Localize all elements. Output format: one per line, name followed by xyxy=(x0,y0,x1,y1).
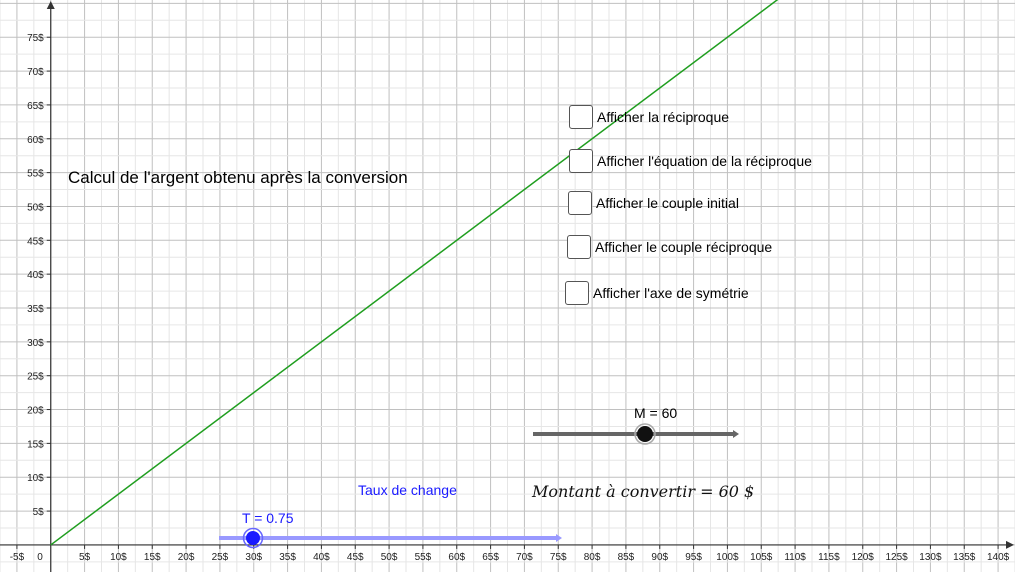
montant-slider[interactable] xyxy=(533,423,739,445)
y-tick-label: 20$ xyxy=(27,406,44,417)
function-line[interactable] xyxy=(50,0,782,546)
y-tick-label: 60$ xyxy=(27,135,44,146)
montant-slider-knob-ring xyxy=(634,423,656,445)
x-tick-label: 105$ xyxy=(750,552,773,563)
y-tick-label: 65$ xyxy=(27,101,44,112)
x-tick-label: 115$ xyxy=(818,552,840,563)
x-tick-label: 120$ xyxy=(852,552,875,563)
y-tick-label: 35$ xyxy=(27,304,44,315)
page-title: Calcul de l'argent obtenu après la conve… xyxy=(68,168,408,187)
y-tick-label: 5$ xyxy=(33,507,45,518)
y-tick-label: 40$ xyxy=(27,270,44,281)
x-tick-label: 55$ xyxy=(415,552,432,563)
x-tick-label: 95$ xyxy=(685,552,702,563)
x-tick-label: 10$ xyxy=(110,552,127,563)
checkbox-box[interactable] xyxy=(565,281,589,305)
checkbox-label: Afficher la réciproque xyxy=(597,109,730,125)
montant-formula: Montant à convertir = 60 $ xyxy=(532,482,755,501)
checkbox-afficher-reciproque[interactable]: Afficher la réciproque xyxy=(569,103,729,131)
function-lines xyxy=(50,0,782,546)
montant-slider-label: M = 60 xyxy=(634,405,678,421)
x-tick-label: 110$ xyxy=(784,552,806,563)
x-tick-label: 25$ xyxy=(212,552,229,563)
montant-slider-arrow xyxy=(733,430,739,438)
checkbox-box[interactable] xyxy=(569,105,593,129)
x-tick-label: 60$ xyxy=(448,552,465,563)
montant-slider-knob[interactable] xyxy=(637,426,653,442)
x-tick-label: 35$ xyxy=(279,552,296,563)
checkbox-afficher-couple-reciproque[interactable]: Afficher le couple réciproque xyxy=(567,233,772,261)
y-tick-label: 15$ xyxy=(27,439,44,450)
taux-slider-knob-ring xyxy=(242,527,264,549)
x-tick-label: 75$ xyxy=(550,552,567,563)
x-tick-label: 140$ xyxy=(987,552,1010,563)
checkbox-box[interactable] xyxy=(569,149,593,173)
taux-slider-label: T = 0.75 xyxy=(242,510,294,526)
y-axis-arrow xyxy=(46,1,55,9)
y-tick-label: 45$ xyxy=(27,236,44,247)
taux-slider-knob[interactable] xyxy=(246,531,260,545)
taux-slider[interactable] xyxy=(219,527,562,549)
x-tick-label: 15$ xyxy=(144,552,161,563)
x-tick-label: -5$ xyxy=(10,552,25,563)
x-tick-label: 65$ xyxy=(482,552,499,563)
x-tick-label: 20$ xyxy=(178,552,195,563)
checkbox-afficher-couple-initial[interactable]: Afficher le couple initial xyxy=(568,189,739,217)
x-tick-label: 130$ xyxy=(919,552,942,563)
checkbox-label: Afficher l'équation de la réciproque xyxy=(597,153,812,169)
x-tick-label: 85$ xyxy=(618,552,635,563)
checkbox-label: Afficher l'axe de symétrie xyxy=(593,285,749,301)
y-tick-label: 55$ xyxy=(27,169,44,180)
tick-labels: -5$ 0 5$ 10$ 15$ 20$ 25$ 30$ 35$ 40$ 45$ 50$ 55$ 60$ 6… xyxy=(10,33,1010,563)
y-tick-label: 50$ xyxy=(27,202,44,213)
checkbox-label: Afficher le couple réciproque xyxy=(595,239,773,255)
taux-slider-arrow xyxy=(556,534,562,542)
taux-de-change-caption: Taux de change xyxy=(358,482,457,498)
checkbox-afficher-equation-reciproque[interactable]: Afficher l'équation de la réciproque xyxy=(569,147,812,175)
checkbox-box[interactable] xyxy=(567,235,591,259)
y-tick-label: 25$ xyxy=(27,372,44,383)
x-tick-label: 90$ xyxy=(651,552,668,563)
x-tick-label: 5$ xyxy=(79,552,91,563)
y-tick-label: 70$ xyxy=(27,67,44,78)
x-tick-label: 135$ xyxy=(953,552,976,563)
x-tick-label: 30$ xyxy=(245,552,262,563)
checkbox-afficher-axe-symetrie[interactable]: Afficher l'axe de symétrie xyxy=(565,279,749,307)
checkbox-label: Afficher le couple initial xyxy=(596,195,739,211)
x-tick-label: 0 xyxy=(37,552,43,563)
x-tick-label: 50$ xyxy=(381,552,398,563)
y-tick-label: 75$ xyxy=(27,33,44,44)
y-tick-label: 30$ xyxy=(27,338,44,349)
checkbox-box[interactable] xyxy=(568,191,592,215)
y-tick-label: 10$ xyxy=(27,473,44,484)
x-tick-label: 40$ xyxy=(313,552,330,563)
x-axis-arrow xyxy=(1006,540,1014,549)
x-tick-label: 80$ xyxy=(584,552,601,563)
x-tick-label: 45$ xyxy=(347,552,364,563)
x-tick-label: 100$ xyxy=(716,552,739,563)
x-tick-label: 125$ xyxy=(885,552,908,563)
x-tick-label: 70$ xyxy=(516,552,533,563)
